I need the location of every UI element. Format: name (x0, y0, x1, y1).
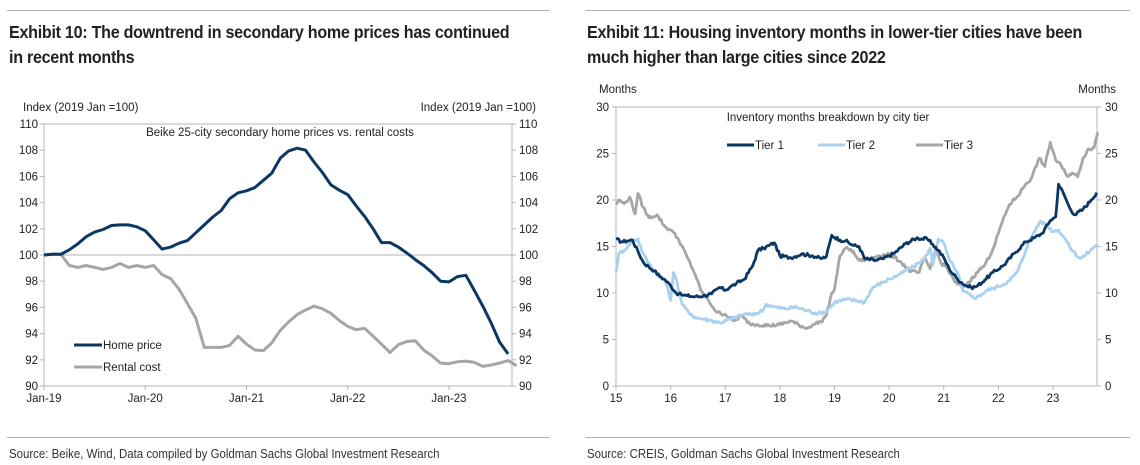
y-tick-label-left: 92 (25, 355, 38, 367)
x-tick-label: Jan-20 (128, 393, 163, 405)
bottom-divider (585, 437, 1130, 438)
rental-cost-line (43, 252, 518, 368)
y-tick-label-left: 10 (596, 288, 609, 300)
exhibit-11-panel: Exhibit 11: Housing inventory months in … (570, 0, 1140, 465)
exhibit-10-chart: Index (2019 Jan =100) Index (2019 Jan =1… (19, 102, 539, 405)
tier-2-line (614, 219, 1098, 325)
x-tick-label: 19 (828, 393, 841, 405)
y-tick-label-right: 0 (1105, 381, 1111, 393)
top-divider (7, 10, 550, 11)
y-tick-label-left: 90 (25, 381, 38, 393)
y-tick-label-left: 0 (603, 381, 609, 393)
title-line-2: in recent months (9, 47, 135, 67)
y-tick-label-left: 25 (596, 149, 609, 161)
x-tick-label: 15 (610, 393, 623, 405)
title-line-1: Exhibit 11: Housing inventory months in … (587, 22, 1083, 42)
y-tick-label-right: 30 (1105, 102, 1118, 114)
y-tick-label-left: 108 (19, 145, 38, 157)
x-tick-label: 22 (992, 393, 1005, 405)
y-tick-label-right: 100 (519, 250, 538, 262)
y-tick-label-left: 5 (603, 335, 609, 347)
left-axis-label: Months (599, 84, 637, 96)
chart-title: Beike 25-city secondary home prices vs. … (146, 127, 414, 139)
legend-label: Rental cost (103, 362, 161, 374)
y-tick-label-left: 20 (596, 195, 609, 207)
x-tick-label: 17 (719, 393, 732, 405)
y-tick-label-left: 102 (19, 224, 38, 236)
y-tick-label-left: 110 (20, 119, 38, 131)
y-tick-label-right: 106 (519, 171, 538, 183)
y-tick-label-left: 100 (19, 250, 38, 262)
tier-3-line (614, 131, 1100, 330)
x-tick-label: 20 (883, 393, 896, 405)
x-tick-label: 18 (773, 393, 786, 405)
x-tick-label: 21 (937, 393, 950, 405)
source-note: Source: CREIS, Goldman Sachs Global Inve… (587, 446, 900, 461)
title-line-2: much higher than large cities since 2022 (587, 47, 886, 67)
x-tick-label: Jan-21 (229, 393, 264, 405)
x-tick-label: 23 (1047, 393, 1060, 405)
x-tick-label: 16 (664, 393, 677, 405)
y-tick-label-right: 94 (519, 329, 532, 341)
y-tick-label-left: 98 (25, 276, 38, 288)
y-tick-label-right: 98 (519, 276, 532, 288)
y-tick-label-right: 15 (1105, 242, 1118, 254)
y-tick-label-right: 90 (519, 381, 532, 393)
title-line-1: Exhibit 10: The downtrend in secondary h… (9, 22, 510, 42)
x-tick-label: Jan-23 (431, 393, 466, 405)
home-price-line (43, 146, 510, 355)
chart-title: Inventory months breakdown by city tier (727, 112, 930, 124)
bottom-divider (7, 437, 550, 438)
y-tick-label-right: 102 (519, 224, 538, 236)
y-tick-label-left: 15 (596, 242, 609, 254)
y-tick-label-left: 104 (19, 198, 39, 210)
exhibit-11-title: Exhibit 11: Housing inventory months in … (587, 20, 1082, 70)
y-tick-label-left: 96 (25, 302, 38, 314)
right-axis-label: Index (2019 Jan =100) (421, 102, 537, 114)
tier-1-line (615, 182, 1098, 299)
y-tick-label-left: 94 (25, 329, 38, 341)
legend-label: Home price (103, 340, 162, 352)
legend-label: Tier 3 (944, 140, 973, 152)
exhibit-11-chart: Months Months Inventory months breakdown… (596, 84, 1118, 405)
x-tick-label: Jan-19 (26, 393, 61, 405)
y-tick-label-right: 10 (1105, 288, 1118, 300)
y-tick-label-right: 96 (519, 302, 532, 314)
legend-label: Tier 1 (755, 140, 784, 152)
y-tick-label-right: 110 (519, 119, 537, 131)
y-tick-label-right: 25 (1105, 149, 1118, 161)
y-tick-label-right: 108 (519, 145, 538, 157)
x-tick-label: Jan-22 (330, 393, 365, 405)
y-tick-label-right: 104 (519, 198, 539, 210)
right-axis-label: Months (1078, 84, 1116, 96)
source-note: Source: Beike, Wind, Data compiled by Go… (9, 446, 440, 461)
y-tick-label-left: 30 (596, 102, 609, 114)
y-tick-label-left: 106 (19, 171, 38, 183)
exhibit-10-title: Exhibit 10: The downtrend in secondary h… (9, 20, 510, 70)
legend-label: Tier 2 (846, 140, 875, 152)
left-axis-label: Index (2019 Jan =100) (23, 102, 139, 114)
y-tick-label-right: 20 (1105, 195, 1118, 207)
top-divider (585, 10, 1130, 11)
exhibit-10-panel: Exhibit 10: The downtrend in secondary h… (0, 0, 552, 465)
y-tick-label-right: 92 (519, 355, 532, 367)
y-tick-label-right: 5 (1105, 335, 1111, 347)
